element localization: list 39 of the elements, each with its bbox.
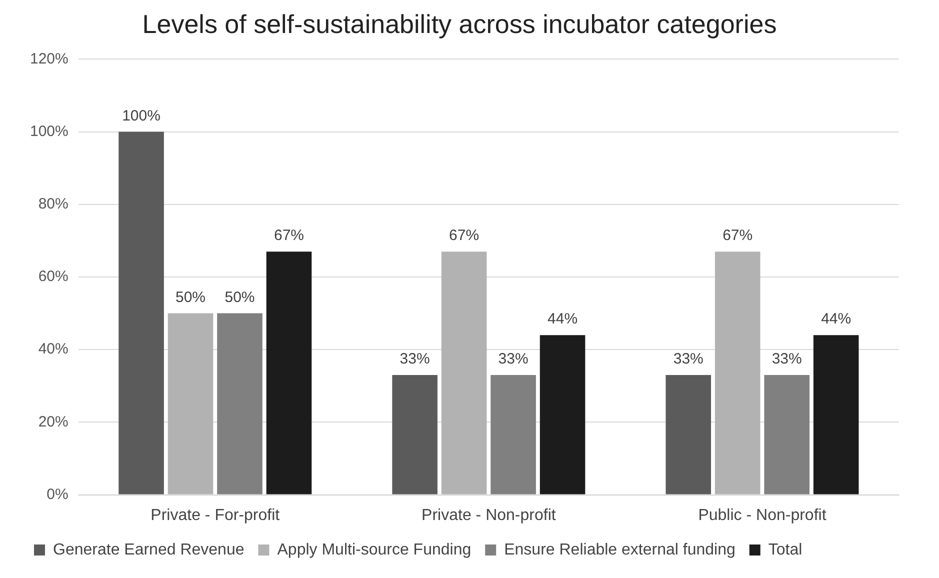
x-tick-label: Private - Non-profit (422, 506, 556, 524)
bar (266, 252, 312, 494)
y-tick-label: 60% (38, 268, 68, 286)
legend-label: Total (768, 541, 802, 558)
data-label: 67% (274, 227, 304, 244)
data-label: 33% (673, 350, 704, 368)
bar (168, 313, 214, 494)
legend-label: Generate Earned Revenue (53, 541, 244, 558)
data-label: 100% (122, 107, 160, 124)
chart-title: Levels of self-sustainability across incubator categories (142, 8, 777, 39)
data-label: 67% (722, 227, 753, 244)
y-tick-label: 100% (30, 122, 68, 140)
data-label: 33% (498, 350, 528, 368)
bar (714, 252, 760, 494)
data-label: 44% (821, 310, 852, 328)
data-label: 50% (176, 288, 206, 306)
data-label: 67% (449, 227, 480, 244)
y-tick-label: 80% (38, 196, 68, 213)
y-tick-label: 120% (30, 50, 68, 68)
x-tick-label: Public - Non-profit (698, 506, 827, 524)
legend-label: Apply Multi-source Funding (277, 541, 472, 558)
bar (764, 375, 810, 494)
x-tick-label: Private - For-profit (150, 506, 280, 524)
bar (666, 375, 712, 494)
bar (540, 335, 586, 494)
bar (441, 252, 487, 494)
legend-label: Ensure Reliable external funding (504, 541, 736, 558)
bar (813, 335, 859, 494)
y-tick-label: 20% (38, 413, 68, 430)
bar (118, 132, 164, 494)
y-tick-label: 40% (38, 340, 68, 358)
bar (217, 313, 262, 494)
bar (392, 375, 438, 494)
data-label: 33% (400, 350, 430, 368)
y-tick-label: 0% (46, 486, 68, 503)
data-label: 50% (224, 288, 255, 306)
data-label: 33% (772, 350, 802, 368)
bar (490, 375, 536, 494)
data-label: 44% (548, 310, 578, 328)
